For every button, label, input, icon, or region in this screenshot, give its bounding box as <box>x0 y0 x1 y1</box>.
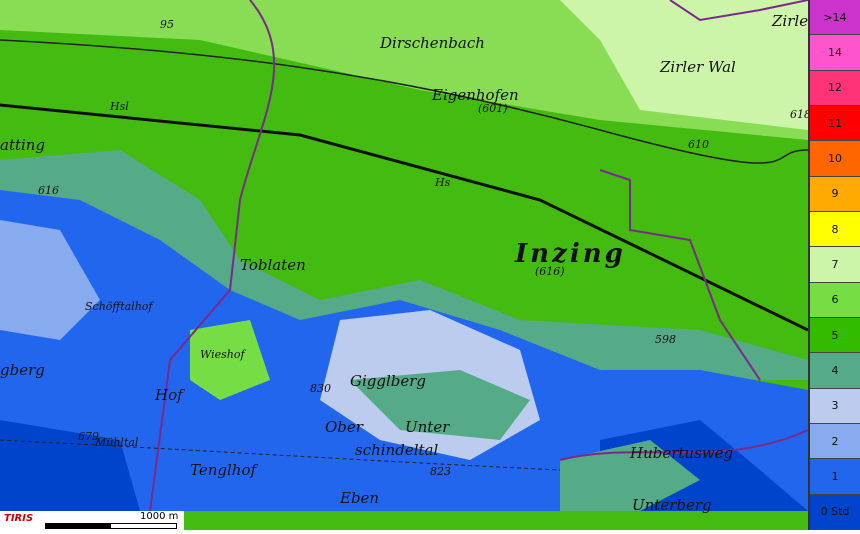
legend-label: 0 Std <box>820 505 850 519</box>
zone-4 <box>350 370 530 440</box>
place-label: Schöfftalhof <box>85 300 154 313</box>
place-label: Ober <box>325 418 364 436</box>
zone-6 <box>190 320 270 400</box>
legend-cell: 4 <box>810 353 860 389</box>
road <box>0 39 809 164</box>
place-label: Zirler Wal <box>659 58 736 76</box>
legend-label: 11 <box>828 116 842 130</box>
legend-label: 12 <box>828 81 842 95</box>
legend-cell: 14 <box>810 35 860 71</box>
place-label: Eigenhofen <box>431 86 519 104</box>
legend-cell: >14 <box>810 0 860 36</box>
legend-label: 6 <box>831 293 839 307</box>
legend-cell: 9 <box>810 176 860 212</box>
legend-label: 1 <box>831 469 839 483</box>
legend-label: 3 <box>831 399 839 413</box>
railway <box>0 103 809 332</box>
legend-label: 5 <box>831 328 839 342</box>
place-label: 618 <box>790 108 808 121</box>
place-label: Hof <box>154 386 185 404</box>
place-label: 610 <box>688 138 709 151</box>
map: Zirle Dirschenbach Zirler Wal Eigenhofen(60… <box>0 0 811 530</box>
place-label: Zirle <box>771 12 808 30</box>
zone-4 <box>560 440 700 511</box>
place-label: Gigglberg <box>350 372 426 390</box>
place-label: schindeltal <box>355 441 438 459</box>
place-label: Wieshof <box>200 348 246 361</box>
legend-label: 8 <box>831 222 839 236</box>
place-label: 598 <box>655 333 676 346</box>
legend-cell: 7 <box>810 247 860 283</box>
place-label: 95 <box>160 18 174 31</box>
legend-label: 2 <box>831 434 839 448</box>
place-label: Inzing <box>514 239 626 269</box>
place-label: 616 <box>38 184 59 197</box>
legend-cell: 0 Std <box>810 494 860 530</box>
place-label: Hubertusweg <box>629 444 733 462</box>
legend-cell: 1 <box>810 459 860 495</box>
place-label: Tenglhof <box>190 461 258 479</box>
legend-cell: 11 <box>810 105 860 142</box>
place-label: Unterberg <box>632 496 712 514</box>
zone-2 <box>0 220 100 340</box>
legend-cell: 2 <box>810 423 860 460</box>
place-label: Unter <box>405 418 450 436</box>
legend-label: 10 <box>828 151 842 165</box>
legend: >14 14 12 11 10 9 8 7 6 5 4 3 2 1 0 Std <box>808 0 860 530</box>
boundary <box>669 0 809 22</box>
boundary <box>149 0 276 512</box>
legend-cell: 12 <box>810 70 860 106</box>
place-label: 679 <box>78 430 99 443</box>
legend-cell: 6 <box>810 282 860 318</box>
place-label: Mühltal <box>94 436 139 449</box>
boundary <box>599 169 761 381</box>
scale-bar <box>45 523 177 529</box>
place-label: atting <box>0 136 45 154</box>
legend-label: 9 <box>831 187 839 201</box>
place-label: Toblaten <box>240 256 306 274</box>
boundary <box>559 429 809 461</box>
zone-0 <box>0 420 140 511</box>
place-label: (616) <box>535 265 565 278</box>
footer: TIRIS 1000 m <box>0 511 184 530</box>
legend-label: 4 <box>831 363 839 377</box>
place-label: (601) <box>478 102 508 115</box>
place-label: Dirschenbach <box>379 34 485 52</box>
place-label: 830 <box>310 382 331 395</box>
place-label: Hsl <box>109 100 129 113</box>
zone-7 <box>560 0 808 130</box>
place-label: 823 <box>430 465 451 478</box>
legend-label: 7 <box>831 257 839 271</box>
legend-label: >14 <box>823 10 847 24</box>
logo: TIRIS <box>4 513 34 524</box>
legend-cell: 5 <box>810 317 860 354</box>
legend-cell: 8 <box>810 211 860 248</box>
legend-cell: 3 <box>810 388 860 424</box>
place-label: Hs <box>434 176 451 189</box>
path <box>0 439 561 471</box>
scale-label: 1000 m <box>140 511 179 522</box>
place-label: gberg <box>0 361 45 379</box>
legend-label: 14 <box>828 45 842 59</box>
place-label: Eben <box>339 489 379 507</box>
legend-cell: 10 <box>810 141 860 177</box>
